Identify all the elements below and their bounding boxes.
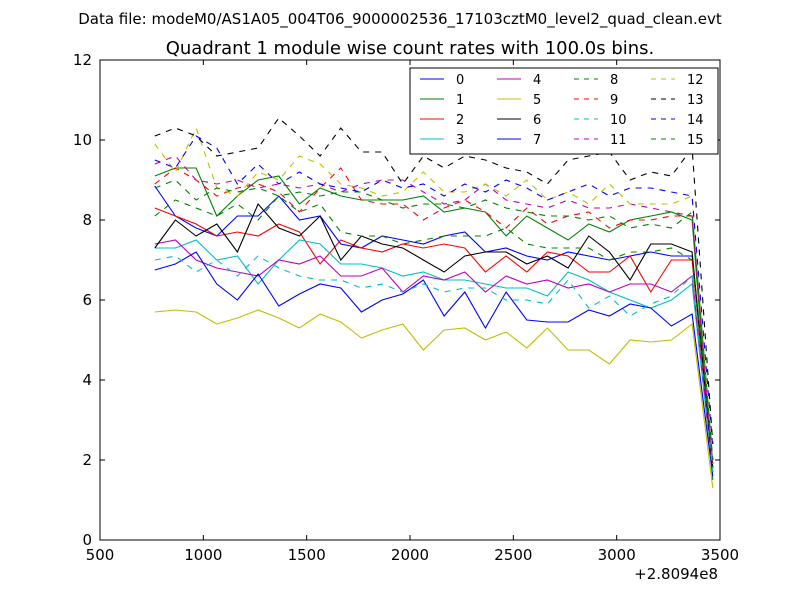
series-line-11	[154, 155, 714, 465]
series-line-12	[154, 126, 714, 465]
legend-label-15: 15	[687, 133, 704, 148]
legend-box	[409, 67, 719, 155]
y-tick-label: 2	[82, 451, 92, 469]
series-line-0	[154, 185, 714, 461]
chart-title: Quadrant 1 module wise count rates with …	[166, 38, 655, 59]
suptitle: Data file: modeM0/AS1A05_004T06_90000025…	[78, 10, 722, 29]
series-line-5	[154, 309, 714, 489]
series-line-2	[154, 207, 714, 469]
x-tick-label: 1000	[184, 546, 222, 564]
series-line-4	[154, 239, 714, 473]
x-axis: 500 1000 1500 2000 2500 3000 3500	[86, 60, 739, 564]
x-tick-label: 3000	[598, 546, 636, 564]
legend-label-13: 13	[687, 93, 704, 108]
x-tick-label: 2500	[494, 546, 532, 564]
y-tick-label: 8	[82, 211, 92, 229]
legend-label-1: 1	[456, 93, 464, 108]
legend-label-0: 0	[456, 73, 464, 88]
series-line-7	[154, 251, 714, 477]
series-line-9	[154, 167, 714, 465]
legend-label-6: 6	[533, 113, 541, 128]
legend-label-7: 7	[533, 133, 541, 148]
x-tick-label: 500	[86, 546, 115, 564]
legend-label-4: 4	[533, 73, 541, 88]
x-tick-label: 2000	[391, 546, 429, 564]
series-line-10	[154, 255, 714, 473]
y-tick-label: 0	[82, 531, 92, 549]
series-line-3	[154, 239, 714, 473]
x-tick-label: 3500	[701, 546, 739, 564]
legend-label-11: 11	[610, 133, 627, 148]
x-tick-label: 1500	[288, 546, 326, 564]
legend-label-10: 10	[610, 113, 627, 128]
legend-label-12: 12	[687, 73, 704, 88]
series-line-1	[154, 167, 714, 481]
y-tick-label: 12	[73, 51, 92, 69]
x-offset-label: +2.8094e8	[634, 565, 718, 583]
legend-label-2: 2	[456, 113, 464, 128]
y-tick-label: 10	[73, 131, 92, 149]
legend-label-9: 9	[610, 93, 618, 108]
series-line-14	[154, 135, 714, 449]
series-line-8	[154, 195, 714, 461]
legend-label-3: 3	[456, 133, 464, 148]
y-tick-label: 6	[82, 291, 92, 309]
y-tick-label: 4	[82, 371, 92, 389]
legend-label-8: 8	[610, 73, 618, 88]
series-line-6	[154, 202, 714, 469]
legend-label-14: 14	[687, 113, 704, 128]
legend-label-5: 5	[533, 93, 541, 108]
series-lines	[154, 117, 714, 489]
